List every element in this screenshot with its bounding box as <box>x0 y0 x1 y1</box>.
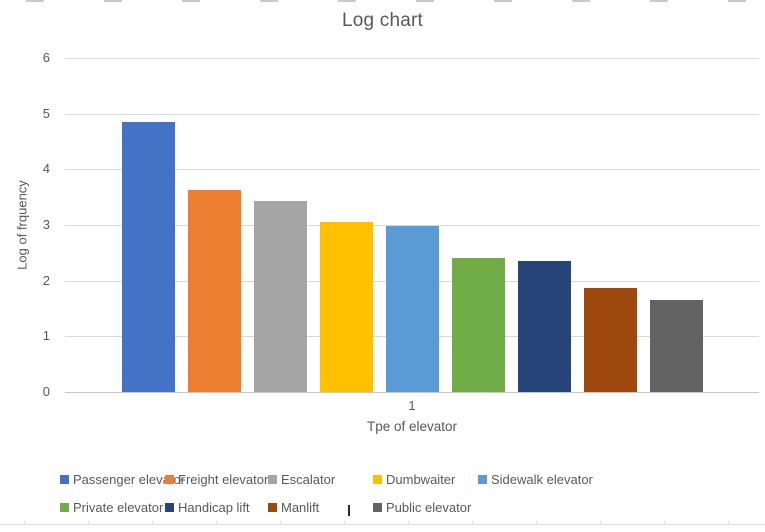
gridline-y6 <box>65 58 759 59</box>
legend-label-private-elevator: Private elevator <box>73 499 164 515</box>
legend-item-handicap-lift: Handicap lift <box>165 499 250 515</box>
bar-dumbwaiter <box>320 222 373 392</box>
bar-manlift <box>584 288 637 392</box>
x-axis-line <box>65 392 759 393</box>
y-tick-label-1: 1 <box>42 328 50 344</box>
bar-private-elevator <box>452 258 505 392</box>
y-tick-label-0: 0 <box>42 384 50 399</box>
plot-area <box>65 58 759 393</box>
text-cursor-artifact <box>348 505 350 516</box>
y-tick-label-3: 3 <box>42 217 50 232</box>
legend-label-public-elevator: Public elevator <box>386 499 472 515</box>
bar-escalator <box>254 201 307 392</box>
legend-item-passenger-elevator: Passenger elevator <box>60 471 185 487</box>
legend-item-sidewalk-elevator: Sidewalk elevator <box>478 471 593 487</box>
bottom-tick-marks <box>0 521 765 525</box>
gridline-y5 <box>65 113 759 115</box>
y-tick-label-2: 2 <box>42 272 50 288</box>
legend-label-passenger-elevator: Passenger elevator <box>73 471 186 487</box>
legend-swatch-sidewalk-elevator <box>478 474 487 484</box>
top-border-dashes <box>0 0 765 2</box>
chart-title: Log chart <box>341 10 424 31</box>
x-category-label: 1 <box>408 398 416 413</box>
legend-item-escalator: Escalator <box>268 471 335 487</box>
bottom-border-line <box>0 524 765 525</box>
legend-item-public-elevator: Public elevator <box>373 499 471 515</box>
legend-swatch-passenger-elevator <box>60 474 69 484</box>
legend-swatch-freight-elevator <box>165 474 174 484</box>
gridline-y4 <box>65 169 759 171</box>
legend-swatch-private-elevator <box>60 502 69 512</box>
legend-item-dumbwaiter: Dumbwaiter <box>373 471 455 487</box>
legend-item-private-elevator: Private elevator <box>60 499 163 515</box>
legend-label-handicap-lift: Handicap lift <box>178 499 250 515</box>
bar-public-elevator <box>650 300 703 392</box>
bars-row <box>122 58 703 392</box>
gridline-y3 <box>65 225 759 226</box>
legend-label-sidewalk-elevator: Sidewalk elevator <box>491 471 593 487</box>
legend-swatch-public-elevator <box>373 502 382 512</box>
legend-item-freight-elevator: Freight elevator <box>165 471 268 487</box>
legend-label-freight-elevator: Freight elevator <box>178 471 269 487</box>
legend-swatch-dumbwaiter <box>373 474 382 484</box>
y-tick-label-4: 4 <box>42 161 50 177</box>
bar-passenger-elevator <box>122 122 175 392</box>
y-tick-label-6: 6 <box>42 50 50 65</box>
legend-swatch-handicap-lift <box>165 502 174 512</box>
bar-handicap-lift <box>518 261 571 392</box>
legend-label-manlift: Manlift <box>281 499 320 515</box>
x-axis-title: Tpe of elevator <box>366 419 458 434</box>
legend-item-manlift: Manlift <box>268 499 319 515</box>
y-axis-title: Log of frquency <box>14 180 30 270</box>
legend-label-dumbwaiter: Dumbwaiter <box>386 471 456 487</box>
legend-swatch-manlift <box>268 502 277 512</box>
bar-sidewalk-elevator <box>386 226 439 392</box>
y-tick-label-5: 5 <box>42 105 50 121</box>
bar-freight-elevator <box>188 190 241 392</box>
legend-swatch-escalator <box>268 474 277 484</box>
legend-label-escalator: Escalator <box>281 471 336 487</box>
